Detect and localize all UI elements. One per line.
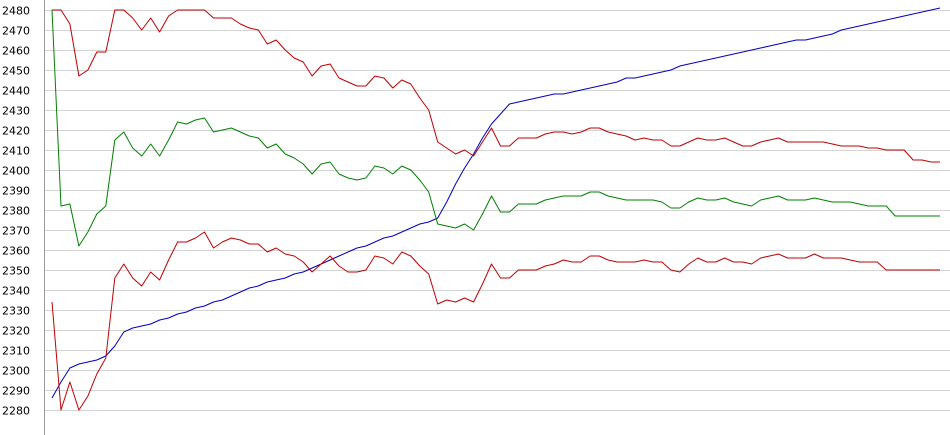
y-tick-label: 2280 [2, 405, 30, 418]
y-tick-label: 2360 [2, 245, 30, 258]
y-tick-label: 2440 [2, 85, 30, 98]
series-group [51, 7, 941, 411]
y-tick-label: 2300 [2, 365, 30, 378]
grid-lines [44, 10, 950, 411]
y-tick-label: 2400 [2, 165, 30, 178]
y-tick-label: 2330 [2, 305, 30, 318]
y-tick-label: 2340 [2, 285, 30, 298]
y-tick-label: 2390 [2, 185, 30, 198]
y-tick-label: 2350 [2, 265, 30, 278]
y-tick-label: 2410 [2, 145, 30, 158]
y-tick-label: 2380 [2, 205, 30, 218]
y-tick-label: 2290 [2, 385, 30, 398]
y-tick-label: 2470 [2, 25, 30, 38]
series-line-3 [51, 9, 940, 247]
y-tick-label: 2320 [2, 325, 30, 338]
series-line-2 [52, 9, 940, 163]
series-line-4 [51, 231, 940, 411]
y-tick-label: 2420 [2, 125, 30, 138]
y-tick-label: 2450 [2, 65, 30, 78]
y-tick-label: 2370 [2, 225, 30, 238]
series-line-1 [51, 7, 941, 399]
y-tick-label: 2480 [2, 5, 30, 18]
y-tick-label: 2310 [2, 345, 30, 358]
y-tick-label: 2430 [2, 105, 30, 118]
y-tick-label: 2460 [2, 45, 30, 58]
y-axis: 2280 2290 2300 2310 2320 2330 2340 2350 2360 2370… [2, 0, 45, 435]
